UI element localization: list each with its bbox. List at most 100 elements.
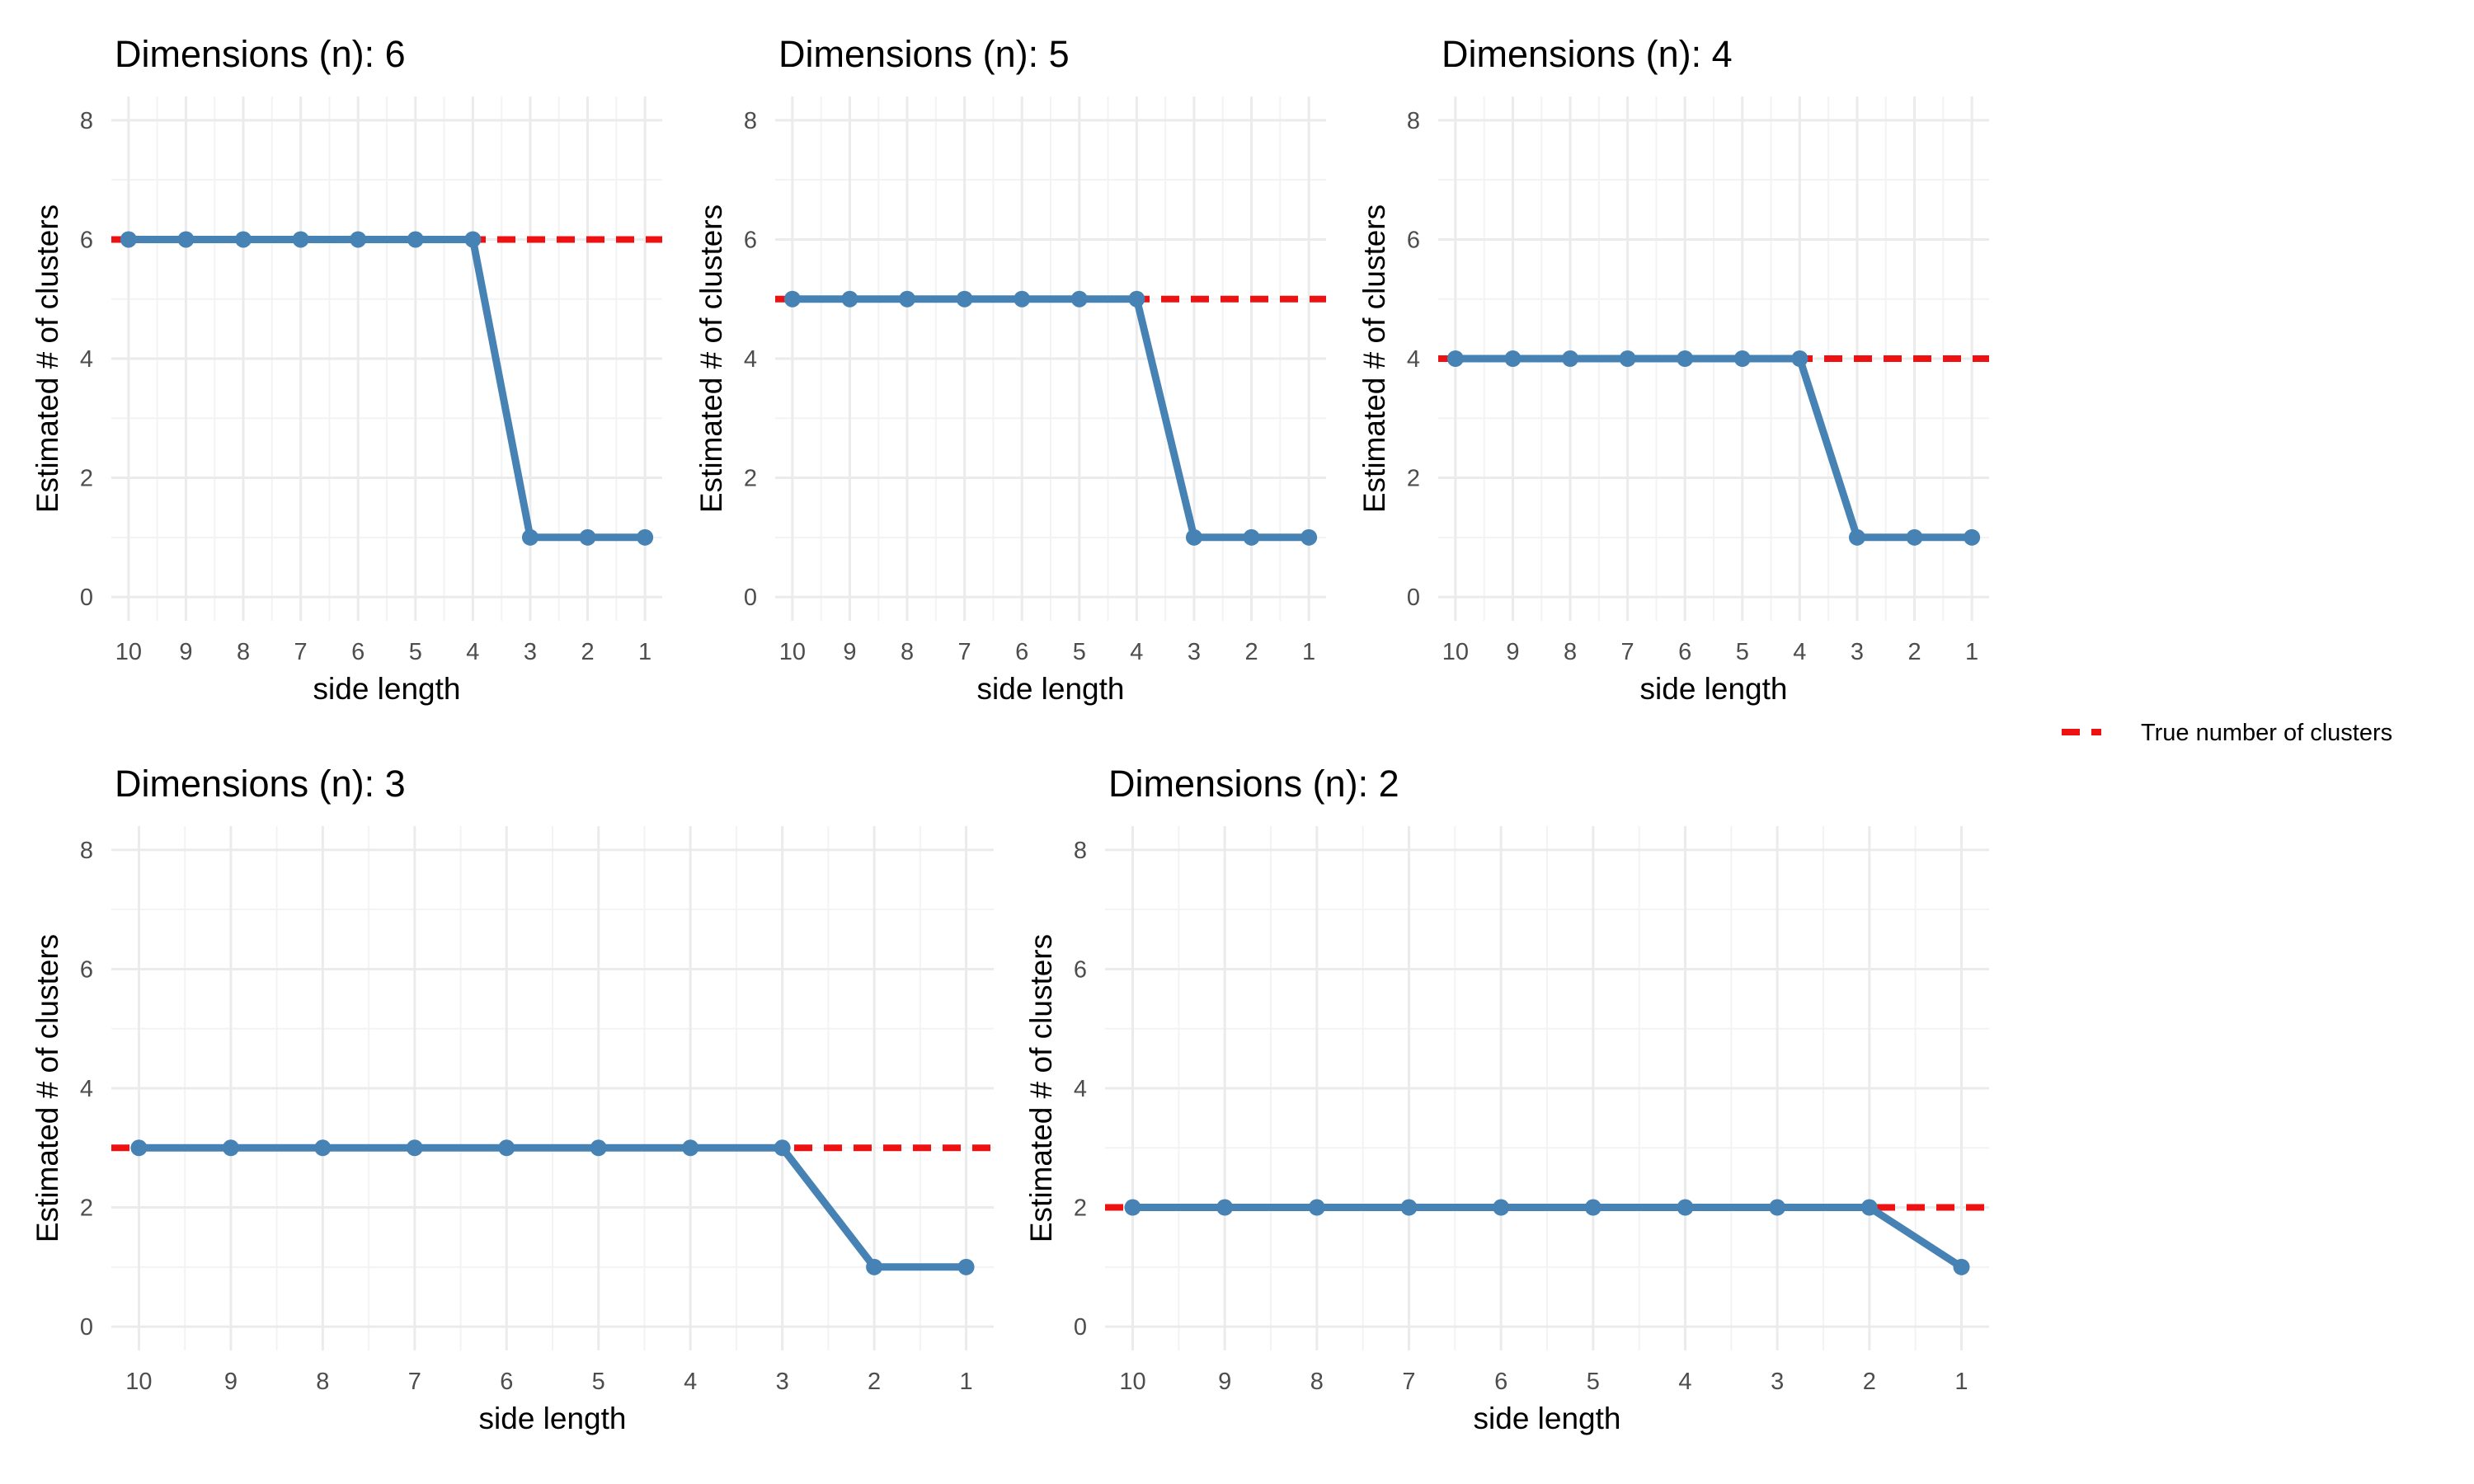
chart-panel-2: 0 2 4 6 8 10 9 8 7 6 5 4 3 2 1 Dimensions (n): 5 side le… — [694, 33, 1326, 706]
x-tick-label: 2 — [581, 639, 594, 665]
x-tick-label: 1 — [1302, 639, 1315, 665]
y-axis-title: Estimated # of clusters — [31, 934, 64, 1242]
data-point-3 — [774, 1139, 791, 1157]
data-point-6 — [1014, 290, 1031, 308]
y-tick-label: 8 — [80, 838, 93, 864]
data-point-3 — [521, 528, 539, 546]
data-point-8 — [235, 231, 252, 248]
x-tick-label: 8 — [1564, 639, 1577, 665]
estimate-series-line — [792, 295, 1310, 542]
x-tick-label: 9 — [843, 639, 856, 665]
data-point-2 — [866, 1258, 883, 1275]
data-point-8 — [314, 1139, 332, 1157]
data-point-2 — [1860, 1199, 1878, 1216]
y-axis-title: Estimated # of clusters — [1024, 934, 1058, 1242]
x-tick-label: 8 — [901, 639, 914, 665]
data-point-10 — [120, 231, 137, 248]
data-point-4 — [464, 231, 482, 248]
chart-panel-1: 0 2 4 6 8 10 9 8 7 6 5 4 3 2 1 Dimensions (n): 6 side le… — [31, 33, 662, 706]
x-tick-label: 2 — [1863, 1369, 1876, 1395]
x-tick-label: 4 — [684, 1369, 697, 1395]
panel-title: Dimensions (n): 3 — [115, 763, 406, 805]
estimate-series-line — [139, 1144, 967, 1271]
data-point-9 — [222, 1139, 239, 1157]
x-tick-label: 6 — [1015, 639, 1028, 665]
data-point-10 — [783, 290, 801, 308]
data-point-6 — [1677, 350, 1694, 367]
x-axis-title: side length — [977, 672, 1125, 706]
x-tick-label: 1 — [959, 1369, 972, 1395]
data-point-5 — [1070, 290, 1088, 308]
data-point-5 — [1584, 1199, 1602, 1216]
x-axis-title: side length — [1474, 1402, 1621, 1435]
x-tick-label: 4 — [1678, 1369, 1691, 1395]
y-tick-label: 4 — [1407, 346, 1420, 373]
x-tick-label: 7 — [408, 1369, 421, 1395]
y-axis-title: Estimated # of clusters — [694, 204, 728, 513]
data-point-6 — [350, 231, 367, 248]
x-tick-label: 5 — [1736, 639, 1749, 665]
x-tick-label: 7 — [958, 639, 971, 665]
panel-title: Dimensions (n): 5 — [778, 33, 1070, 75]
y-axis-title: Estimated # of clusters — [31, 204, 64, 513]
x-axis-title: side length — [479, 1402, 627, 1435]
x-tick-label: 8 — [237, 639, 250, 665]
y-tick-label: 0 — [1407, 585, 1420, 611]
x-tick-label: 1 — [1954, 1369, 1968, 1395]
data-point-5 — [1733, 350, 1751, 367]
chart-panel-3: 0 2 4 6 8 10 9 8 7 6 5 4 3 2 1 Dimensions (n): 4 side le… — [1357, 33, 1989, 706]
data-point-1 — [1953, 1258, 1970, 1275]
x-tick-label: 8 — [1310, 1369, 1324, 1395]
x-tick-label: 5 — [1587, 1369, 1600, 1395]
panel-title: Dimensions (n): 4 — [1442, 33, 1733, 75]
panel-title: Dimensions (n): 6 — [115, 33, 406, 75]
data-point-6 — [498, 1139, 515, 1157]
y-tick-label: 8 — [1074, 838, 1087, 864]
x-tick-label: 6 — [351, 639, 365, 665]
x-tick-label: 8 — [316, 1369, 329, 1395]
x-tick-label: 9 — [1506, 639, 1519, 665]
x-tick-label: 7 — [1402, 1369, 1415, 1395]
y-tick-label: 4 — [80, 1076, 93, 1102]
x-tick-label: 5 — [409, 639, 422, 665]
data-point-1 — [957, 1258, 975, 1275]
x-tick-label: 6 — [500, 1369, 513, 1395]
y-tick-label: 4 — [1074, 1076, 1087, 1102]
x-tick-label: 10 — [115, 639, 142, 665]
y-tick-label: 0 — [744, 585, 757, 611]
data-point-9 — [841, 290, 858, 308]
data-point-9 — [1504, 350, 1522, 367]
x-tick-label: 9 — [1218, 1369, 1231, 1395]
x-tick-label: 10 — [1119, 1369, 1145, 1395]
x-tick-label: 10 — [779, 639, 806, 665]
y-tick-label: 2 — [1407, 466, 1420, 492]
x-tick-label: 10 — [125, 1369, 152, 1395]
data-point-8 — [899, 290, 916, 308]
legend-label: True number of clusters — [2141, 720, 2392, 746]
y-tick-label: 6 — [80, 956, 93, 983]
data-point-2 — [579, 528, 596, 546]
x-tick-label: 4 — [1130, 639, 1143, 665]
data-point-7 — [1619, 350, 1636, 367]
data-point-5 — [407, 231, 424, 248]
x-tick-label: 2 — [1244, 639, 1258, 665]
y-tick-label: 2 — [1074, 1195, 1087, 1222]
y-tick-label: 0 — [80, 1314, 93, 1341]
x-tick-label: 3 — [1771, 1369, 1784, 1395]
x-tick-label: 10 — [1442, 639, 1469, 665]
data-point-5 — [590, 1139, 607, 1157]
y-tick-label: 2 — [744, 466, 757, 492]
x-tick-label: 6 — [1494, 1369, 1507, 1395]
x-axis-title: side length — [313, 672, 461, 706]
data-point-4 — [682, 1139, 699, 1157]
x-axis-title: side length — [1640, 672, 1788, 706]
estimate-series-line — [1455, 355, 1973, 542]
data-point-8 — [1308, 1199, 1325, 1216]
data-point-2 — [1243, 528, 1260, 546]
y-tick-label: 8 — [80, 108, 93, 134]
data-point-6 — [1493, 1199, 1510, 1216]
x-tick-label: 3 — [1188, 639, 1201, 665]
y-tick-label: 4 — [744, 346, 757, 373]
